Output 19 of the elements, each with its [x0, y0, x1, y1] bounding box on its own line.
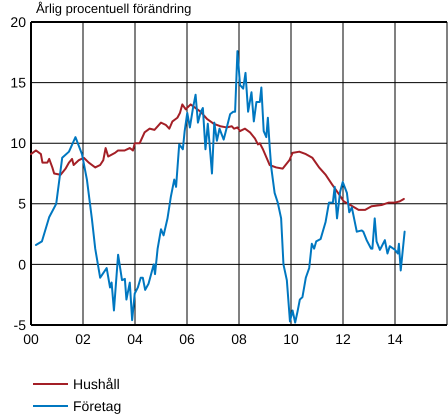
x-tick-label: 06 — [179, 331, 195, 347]
y-tick-label: 15 — [10, 74, 26, 90]
x-tick-label: 08 — [231, 331, 247, 347]
legend-label: Företag — [73, 398, 122, 414]
x-tick-label: 04 — [127, 331, 143, 347]
y-tick-label: 5 — [18, 196, 26, 212]
x-tick-label: 10 — [283, 331, 299, 347]
legend-label: Hushåll — [73, 376, 120, 392]
x-tick-label: 02 — [75, 331, 91, 347]
x-tick-label: 00 — [23, 331, 39, 347]
y-tick-label: 0 — [18, 256, 26, 272]
x-tick-label: 12 — [335, 331, 351, 347]
x-tick-label: 14 — [387, 331, 403, 347]
line-series — [30, 103, 405, 211]
y-tick-label: 20 — [10, 14, 26, 30]
y-tick-label: 10 — [10, 135, 26, 152]
chart-title: Årlig procentuell förändring — [36, 1, 192, 16]
y-tick-label: -5 — [14, 316, 26, 333]
line-series — [34, 50, 406, 324]
